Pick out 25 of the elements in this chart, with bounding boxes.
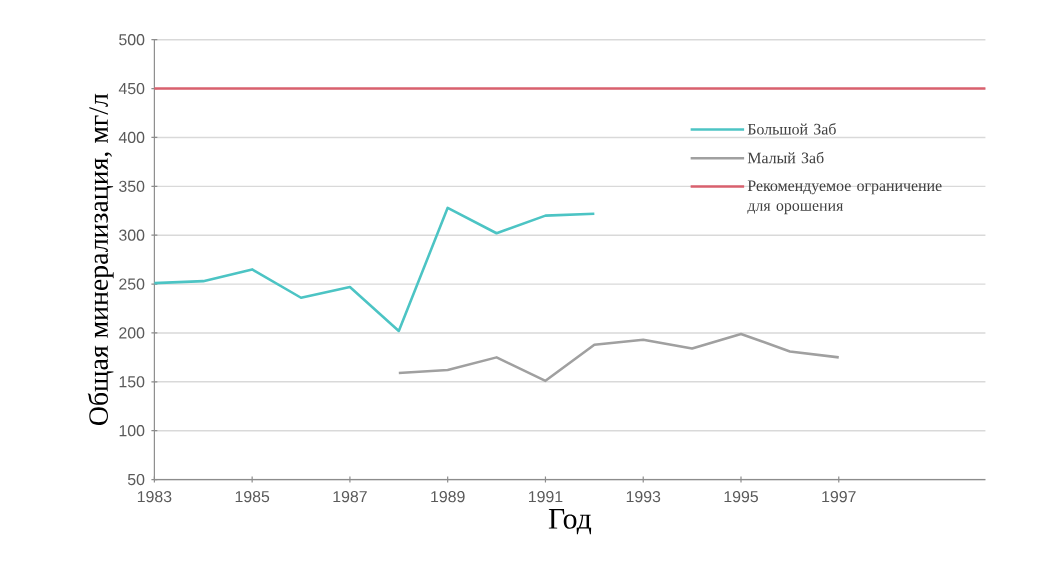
line-series: [153, 206, 596, 333]
y-tick-label: 300: [119, 229, 145, 241]
y-tick-label: 100: [119, 425, 145, 437]
x-tick-label: 1983: [137, 491, 172, 503]
x-tick-label: 1993: [626, 491, 661, 503]
y-tick-label: 450: [118, 83, 145, 95]
y-tick-label: 350: [119, 180, 145, 193]
y-tick-label: 200: [119, 327, 145, 339]
line-series: [397, 332, 841, 383]
y-tick-label: 150: [119, 376, 145, 388]
x-tick-label: 1989: [431, 491, 465, 503]
x-tick-label: 1985: [235, 491, 270, 503]
x-tick-label: 1991: [529, 491, 563, 503]
x-tick-label: 1987: [333, 491, 367, 503]
legend-label: Малый Заб: [747, 151, 824, 164]
y-tick-label: 500: [119, 34, 145, 46]
y-tick-label: 400: [118, 131, 145, 144]
x-tick-label: 1995: [724, 491, 758, 503]
y-axis-title: Общая минерализация, мг/л: [87, 93, 114, 426]
y-tick-label: 50: [127, 474, 145, 486]
legend-label: Рекомендуемое ограничение для орошения: [747, 180, 942, 215]
x-axis-title: Год: [548, 509, 592, 535]
y-tick-label: 250: [119, 278, 145, 290]
x-tick-label: 1997: [822, 491, 856, 503]
legend-label: Большой Заб: [747, 123, 836, 135]
